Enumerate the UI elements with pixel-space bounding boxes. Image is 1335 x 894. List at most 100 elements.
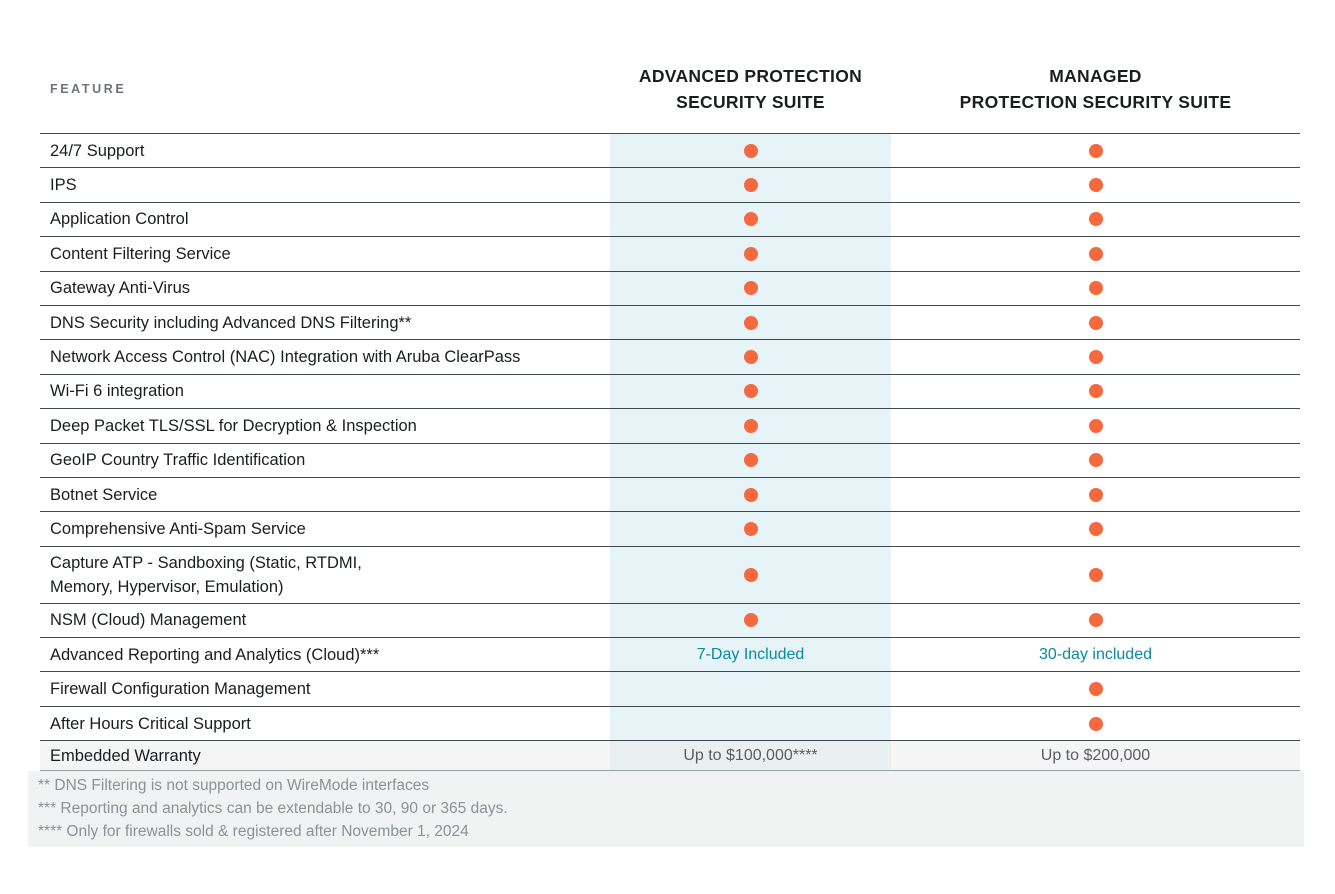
table-row: Application Control	[40, 201, 1300, 236]
footnote-line: ** DNS Filtering is not supported on Wir…	[38, 777, 430, 794]
advanced-suite-cell	[610, 512, 891, 545]
managed-suite-cell	[891, 168, 1300, 201]
advanced-column-highlight-band	[610, 133, 891, 772]
included-dot-icon	[1088, 246, 1103, 261]
included-dot-icon	[1088, 315, 1103, 330]
included-dot-icon	[1088, 453, 1103, 468]
table-row: Capture ATP - Sandboxing (Static, RTDMI,…	[40, 545, 1300, 603]
included-dot-icon	[743, 487, 758, 502]
table-row: Firewall Configuration Management	[40, 671, 1300, 705]
feature-label: Application Control	[50, 210, 189, 229]
cell-value-text: Up to $200,000	[1040, 746, 1151, 764]
footnote-line: **** Only for firewalls sold & registere…	[38, 822, 469, 840]
advanced-suite-cell	[610, 478, 891, 511]
managed-suite-cell	[891, 512, 1300, 545]
feature-label: DNS Security including Advanced DNS Filt…	[50, 313, 412, 332]
table-row: IPS	[40, 167, 1300, 201]
advanced-suite-cell	[610, 375, 891, 408]
feature-label: 24/7 Support	[50, 141, 145, 160]
included-dot-icon	[1088, 487, 1103, 502]
feature-label: NSM (Cloud) Management	[50, 611, 247, 630]
included-dot-icon	[1088, 350, 1103, 365]
table-row: 24/7 Support	[40, 133, 1300, 167]
cell-value-text: 30-day included	[1039, 645, 1152, 663]
cell-value-text: Up to $100,000****	[683, 746, 818, 764]
table-row: Deep Packet TLS/SSL for Decryption & Ins…	[40, 408, 1300, 442]
managed-suite-cell	[891, 203, 1300, 236]
managed-suite-column-header: MANAGED PROTECTION SECURITY SUITE	[959, 66, 1232, 112]
managed-suite-cell	[891, 340, 1300, 373]
managed-suite-cell	[891, 237, 1300, 270]
footnotes: ** DNS Filtering is not supported on Wir…	[38, 775, 508, 843]
included-dot-icon	[743, 453, 758, 468]
advanced-suite-cell	[610, 604, 891, 637]
included-dot-icon	[743, 212, 758, 227]
included-dot-icon	[1088, 281, 1103, 296]
included-dot-icon	[1088, 143, 1103, 158]
advanced-suite-cell	[610, 547, 891, 603]
footnote-background-band	[28, 771, 1304, 847]
advanced-suite-cell	[610, 134, 891, 167]
included-dot-icon	[1088, 212, 1103, 227]
table-row: GeoIP Country Traffic Identification	[40, 442, 1300, 477]
managed-suite-cell	[891, 707, 1300, 740]
managed-suite-cell	[891, 306, 1300, 339]
included-dot-icon	[743, 567, 758, 582]
advanced-suite-cell	[610, 272, 891, 305]
feature-label: Content Filtering Service	[50, 244, 231, 263]
table-row: Network Access Control (NAC) Integration…	[40, 339, 1300, 373]
managed-suite-cell	[891, 444, 1300, 477]
table-row: NSM (Cloud) Management	[40, 602, 1300, 637]
table-row: Gateway Anti-Virus	[40, 270, 1300, 305]
included-dot-icon	[1088, 567, 1103, 582]
feature-label: Gateway Anti-Virus	[50, 279, 191, 298]
included-dot-icon	[743, 418, 758, 433]
advanced-suite-cell	[610, 672, 891, 705]
feature-label: Embedded Warranty	[50, 746, 201, 765]
feature-label: Wi-Fi 6 integration	[50, 382, 184, 401]
feature-column-header: FEATURE	[50, 82, 127, 96]
comparison-table: 24/7 Support IPS Application Control Conten…	[40, 133, 1300, 772]
included-dot-icon	[743, 613, 758, 628]
included-dot-icon	[1088, 418, 1103, 433]
included-dot-icon	[743, 143, 758, 158]
included-dot-icon	[1088, 613, 1103, 628]
managed-suite-cell: Up to $200,000	[891, 741, 1300, 770]
feature-label: Advanced Reporting and Analytics (Cloud)…	[50, 645, 380, 664]
table-row: DNS Security including Advanced DNS Filt…	[40, 304, 1300, 339]
managed-suite-cell	[891, 547, 1300, 603]
feature-label: IPS	[50, 176, 77, 195]
advanced-suite-cell	[610, 203, 891, 236]
cell-value-text: 7-Day Included	[696, 645, 805, 663]
table-row: Comprehensive Anti-Spam Service	[40, 511, 1300, 545]
advanced-suite-column-header: ADVANCED PROTECTION SECURITY SUITE	[638, 66, 863, 112]
feature-label: GeoIP Country Traffic Identification	[50, 451, 306, 470]
managed-suite-cell	[891, 604, 1300, 637]
feature-label: Botnet Service	[50, 485, 158, 504]
included-dot-icon	[743, 178, 758, 193]
feature-label: After Hours Critical Support	[50, 714, 251, 733]
footnote-line: *** Reporting and analytics can be exten…	[38, 799, 508, 817]
included-dot-icon	[1088, 384, 1103, 399]
managed-suite-cell	[891, 375, 1300, 408]
advanced-suite-cell	[610, 306, 891, 339]
included-dot-icon	[1088, 716, 1103, 731]
table-row: Embedded Warranty Up to $100,000**** Up to…	[40, 740, 1300, 771]
advanced-suite-cell	[610, 340, 891, 373]
feature-label: Comprehensive Anti-Spam Service	[50, 519, 306, 538]
feature-label: Firewall Configuration Management	[50, 680, 311, 699]
table-row: Advanced Reporting and Analytics (Cloud)…	[40, 637, 1300, 671]
table-row: Content Filtering Service	[40, 236, 1300, 270]
table-row: Botnet Service	[40, 476, 1300, 511]
table-body: 24/7 Support IPS Application Control Conten…	[40, 133, 1300, 772]
included-dot-icon	[1088, 178, 1103, 193]
advanced-suite-cell: 7-Day Included	[610, 638, 891, 671]
managed-suite-cell	[891, 272, 1300, 305]
included-dot-icon	[743, 246, 758, 261]
advanced-suite-cell: Up to $100,000****	[610, 741, 891, 770]
included-dot-icon	[743, 350, 758, 365]
advanced-suite-cell	[610, 444, 891, 477]
included-dot-icon	[743, 521, 758, 536]
included-dot-icon	[1088, 521, 1103, 536]
